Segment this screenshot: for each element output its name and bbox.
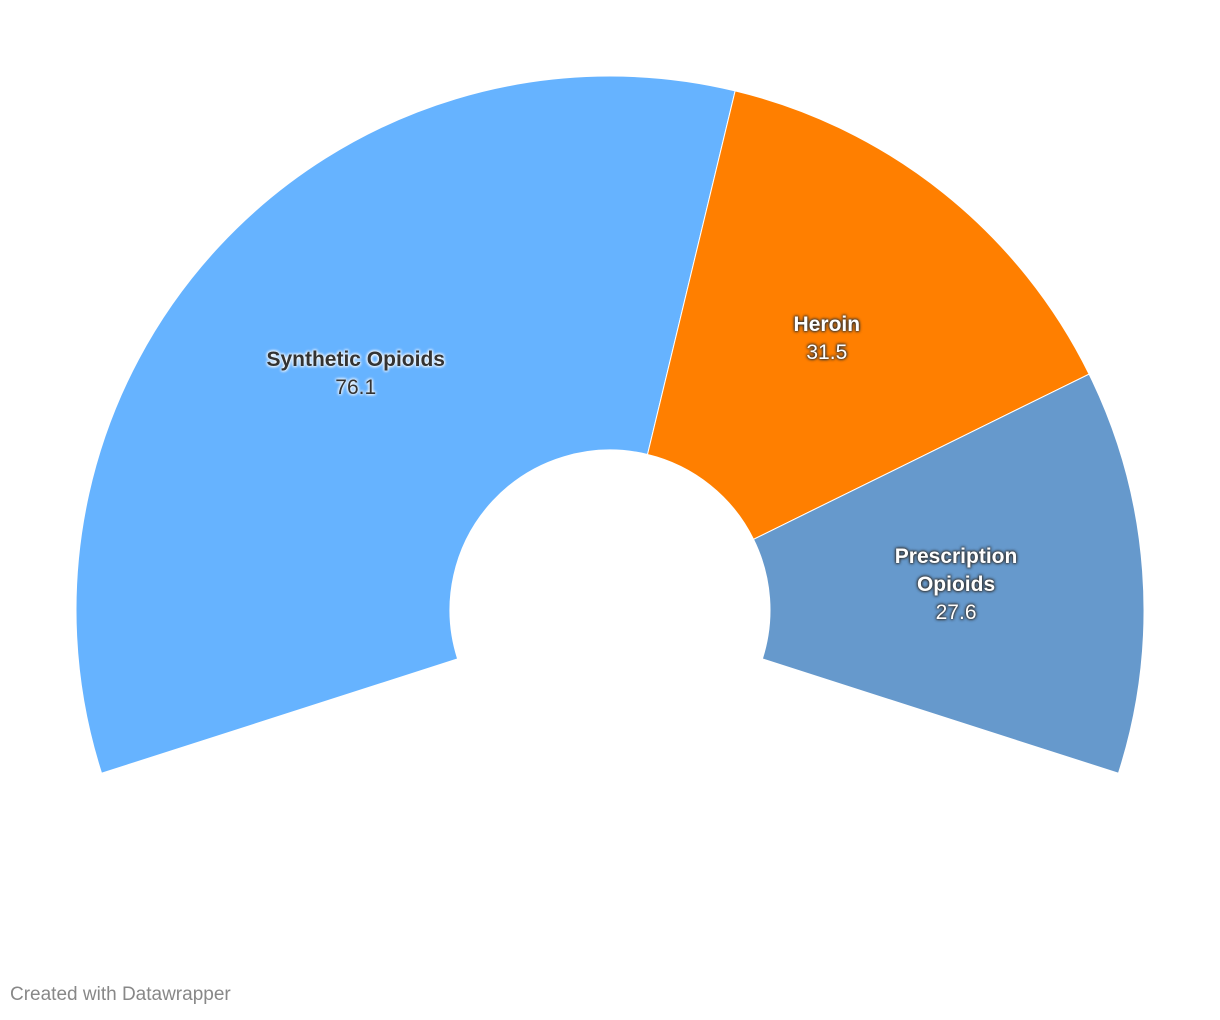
footer: Created with Datawrapper <box>10 984 231 1005</box>
donut-slice <box>646 90 1090 540</box>
slice-label: Prescription Opioids 27.6 <box>866 543 1046 627</box>
category-label: Heroin <box>793 313 861 337</box>
value-label: 27.6 <box>935 600 977 624</box>
category-label: Synthetic Opioids <box>266 347 445 371</box>
value-label: 76.1 <box>335 375 377 399</box>
value-label: 31.5 <box>806 341 848 365</box>
slice-label: Synthetic Opioids 76.1 <box>266 346 446 402</box>
donut-slice <box>752 373 1145 774</box>
category-label: Prescription Opioids <box>894 544 1018 596</box>
donut-slice <box>75 75 736 774</box>
slice-label: Heroin 31.5 <box>737 311 917 367</box>
